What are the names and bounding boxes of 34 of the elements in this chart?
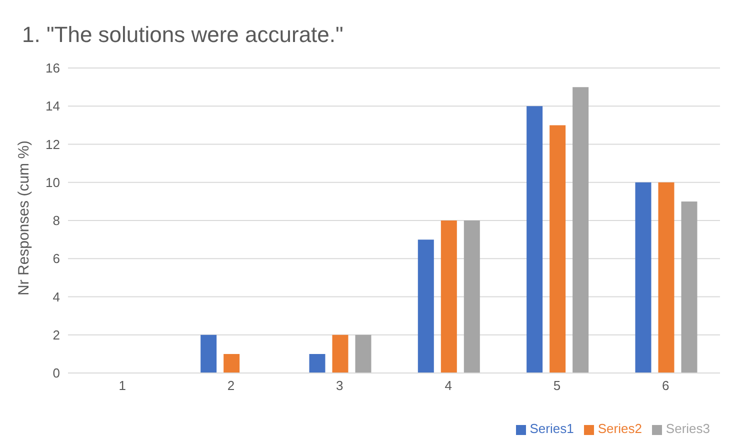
- y-tick-label: 14: [46, 98, 60, 114]
- bar: [526, 106, 543, 373]
- y-tick-label: 2: [52, 327, 60, 342]
- y-tick-label: 16: [46, 60, 60, 76]
- bar: [681, 201, 698, 373]
- x-tick-label: 1: [118, 378, 126, 394]
- legend-label: Series1: [530, 421, 574, 436]
- y-tick-label: 8: [52, 213, 60, 228]
- legend-label: Series3: [666, 421, 710, 436]
- bar: [572, 87, 589, 373]
- bar: [418, 240, 434, 373]
- x-tick-label: 3: [336, 378, 344, 394]
- x-tick-label: 4: [444, 378, 452, 394]
- x-tick-label: 5: [553, 378, 561, 394]
- y-tick-label: 6: [52, 251, 60, 266]
- bar: [224, 354, 240, 373]
- bar: [550, 125, 566, 373]
- bar: [309, 354, 326, 373]
- y-axis-title: Nr Responses (cum %): [15, 140, 32, 296]
- y-tick-label: 12: [46, 136, 60, 152]
- x-tick-label: 2: [227, 378, 235, 394]
- y-tick-label: 4: [52, 289, 60, 304]
- y-tick-label: 10: [46, 174, 60, 190]
- bar: [440, 220, 457, 373]
- bar: [635, 182, 652, 373]
- bar: [658, 182, 674, 373]
- bar: [200, 334, 217, 373]
- x-tick-label: 6: [662, 378, 670, 394]
- legend-label: Series2: [598, 421, 642, 436]
- bar: [332, 334, 348, 373]
- y-tick-label: 0: [52, 366, 60, 381]
- bar: [355, 334, 372, 373]
- bar: [464, 220, 480, 373]
- chart-title: 1. "The solutions were accurate.": [22, 22, 344, 48]
